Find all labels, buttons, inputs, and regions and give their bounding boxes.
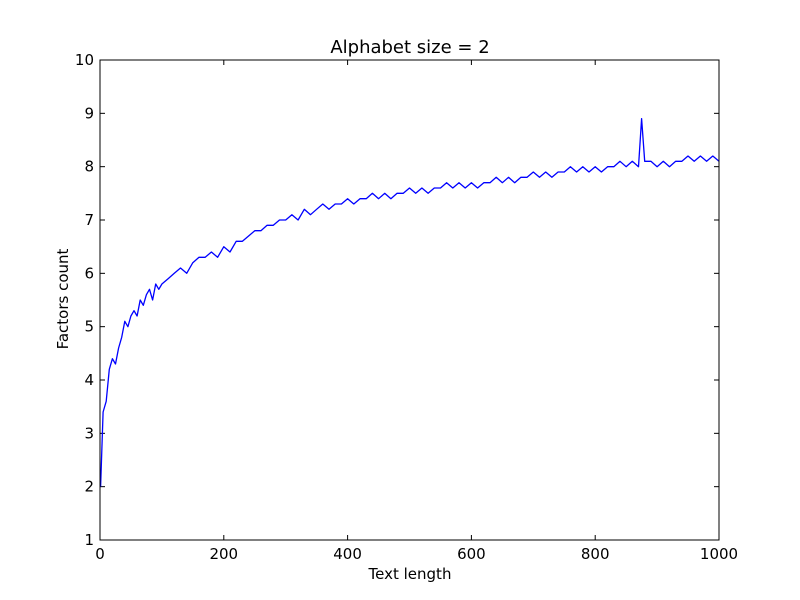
x-tick-label: 800 [581,545,610,563]
y-tick-label: 3 [84,424,94,442]
axis-ticks: 0 200 400 600 800 1000 1 2 3 4 5 6 7 8 9 10 [75,51,738,563]
x-tick-label: 1000 [700,545,738,563]
series-line [99,118,720,487]
y-tick-label: 7 [84,211,94,229]
y-tick-label: 5 [84,318,94,336]
x-tick-label: 400 [333,545,362,563]
x-axis-label: Text length [368,565,452,583]
y-tick-label: 2 [84,478,94,496]
chart-title: Alphabet size = 2 [330,37,489,58]
x-tick-label: 200 [209,545,238,563]
y-tick-label: 6 [84,264,94,282]
y-tick-label: 1 [84,531,94,549]
y-tick-label: 10 [75,51,94,69]
y-tick-label: 8 [84,158,94,176]
y-axis-label: Factors count [54,248,72,349]
y-tick-label: 4 [84,371,94,389]
x-tick-label: 600 [457,545,486,563]
plot-frame [99,59,720,541]
x-tick-label: 0 [95,545,105,563]
y-tick-label: 9 [84,104,94,122]
